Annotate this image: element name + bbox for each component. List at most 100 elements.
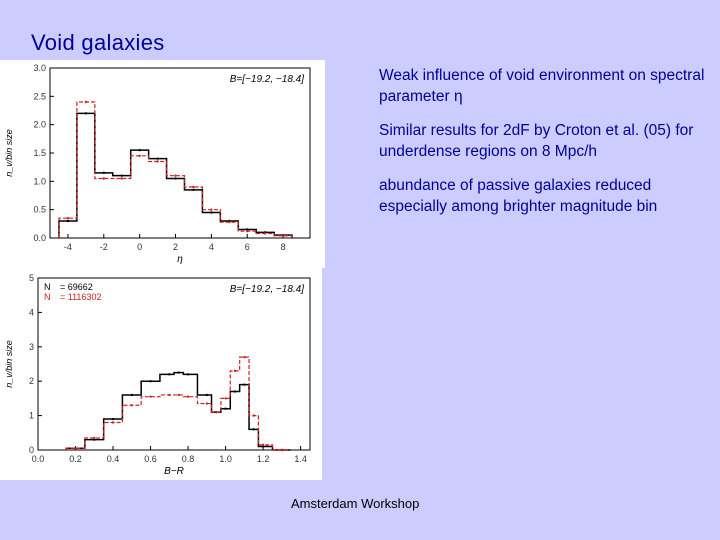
data-point xyxy=(210,208,213,211)
data-point xyxy=(263,232,267,235)
data-point xyxy=(192,185,195,189)
data-point xyxy=(149,395,152,398)
plot-frame xyxy=(49,67,311,239)
y-tick-label: 0.0 xyxy=(33,233,46,243)
data-point xyxy=(84,100,88,104)
bin-annotation: B=[−19.2, −18.4] xyxy=(230,74,304,85)
data-point xyxy=(243,355,246,359)
y-tick-label: 1.5 xyxy=(33,148,46,158)
y-axis-label: n_v/bin size xyxy=(4,340,14,388)
data-point xyxy=(261,443,265,447)
eta-histogram-panel: -4 -2 0 2 4 6 8 0.0 0.5 1.0 1.5 2.0 2.5 3.0 η n_v/bin s… xyxy=(0,60,325,268)
eta-histogram-chart: -4 -2 0 2 4 6 8 0.0 0.5 1.0 1.5 2.0 2.5 3.0 η n_v/bin s… xyxy=(4,63,311,265)
data-point xyxy=(243,383,246,386)
y-tick-label: 4 xyxy=(29,307,34,317)
data-point xyxy=(84,112,88,115)
legend-value: = 69662 xyxy=(60,282,93,292)
x-tick-label: 0.6 xyxy=(144,454,157,464)
y-tick-label: 2 xyxy=(29,376,34,386)
data-point xyxy=(66,219,70,223)
data-point xyxy=(246,228,249,231)
bullet-void-influence: Weak influence of void environment on sp… xyxy=(379,67,705,105)
series-line-1 xyxy=(65,356,292,451)
data-point xyxy=(74,447,77,450)
data-point xyxy=(174,174,177,177)
x-tick-label: 1.4 xyxy=(294,454,307,464)
data-point xyxy=(215,410,218,414)
data-point xyxy=(205,393,209,397)
data-point xyxy=(192,188,195,192)
data-point xyxy=(168,373,171,376)
data-point xyxy=(246,230,249,233)
data-point xyxy=(93,438,96,441)
bullet-list: Weak influence of void environment on sp… xyxy=(379,65,709,230)
data-point xyxy=(149,380,152,383)
data-point xyxy=(111,417,115,421)
y-tick-label: 3 xyxy=(29,342,34,352)
bin-annotation: B=[−19.2, −18.4] xyxy=(230,284,304,295)
legend-label: N xyxy=(44,282,51,292)
y-tick-label: 2.5 xyxy=(33,91,46,101)
data-point xyxy=(156,157,159,160)
data-point xyxy=(228,220,231,224)
data-point xyxy=(138,148,141,152)
x-tick-label: 0.0 xyxy=(32,454,45,464)
data-point xyxy=(66,216,70,220)
data-point xyxy=(130,404,133,407)
data-point xyxy=(224,397,227,400)
data-point xyxy=(261,445,265,448)
x-tick-label: 2 xyxy=(173,242,178,252)
data-point xyxy=(120,174,123,177)
bullet-passive-abundance: abundance of passive galaxies reduced es… xyxy=(379,177,658,215)
data-point xyxy=(168,393,171,397)
x-tick-label: 4 xyxy=(209,242,214,252)
y-tick-label: 2.0 xyxy=(33,120,46,130)
footer: Amsterdam Workshop xyxy=(291,496,420,511)
plot-frame xyxy=(37,277,311,451)
x-axis-label: B−R xyxy=(164,466,184,477)
data-point xyxy=(138,154,141,158)
data-point xyxy=(111,421,115,424)
data-point xyxy=(252,414,255,417)
bullet-croton-results: Similar results for 2dF by Croton et al.… xyxy=(379,122,694,160)
legend-label: N xyxy=(44,292,51,302)
data-point xyxy=(281,234,285,237)
x-axis-label: η xyxy=(177,254,183,265)
data-point xyxy=(224,407,227,410)
data-point xyxy=(252,428,255,431)
y-tick-label: 0 xyxy=(29,445,34,455)
data-point xyxy=(102,177,105,180)
data-point xyxy=(210,211,213,214)
x-tick-label: -4 xyxy=(64,242,72,252)
legend-value: = 1116302 xyxy=(60,292,101,302)
data-point xyxy=(177,393,180,397)
y-axis-label: n_v/bin size xyxy=(4,129,14,177)
x-tick-label: 6 xyxy=(245,242,250,252)
data-point xyxy=(156,160,159,163)
data-point xyxy=(205,402,209,405)
y-tick-label: 5 xyxy=(29,273,34,283)
series-line-1 xyxy=(58,101,293,238)
y-tick-label: 1.0 xyxy=(33,176,46,186)
data-point xyxy=(174,177,177,180)
x-tick-label: 0.2 xyxy=(69,454,82,464)
data-point xyxy=(102,171,105,175)
color-histogram-panel: 0.0 0.2 0.4 0.6 0.8 1.0 1.2 1.4 0 1 2 3 4 5 B−R n_v/bin… xyxy=(0,268,322,480)
x-tick-label: 1.0 xyxy=(219,454,232,464)
y-tick-label: 0.5 xyxy=(33,205,46,215)
data-point xyxy=(93,436,96,440)
x-tick-label: 0.8 xyxy=(182,454,195,464)
x-tick-label: 1.2 xyxy=(257,454,270,464)
x-tick-label: -2 xyxy=(100,242,108,252)
y-tick-label: 3.0 xyxy=(33,63,46,73)
x-tick-label: 0.4 xyxy=(107,454,120,464)
x-tick-label: 8 xyxy=(281,242,286,252)
data-point xyxy=(186,395,190,398)
data-point xyxy=(233,369,237,373)
y-tick-label: 1 xyxy=(29,411,34,421)
data-point xyxy=(186,373,190,376)
slide-title: Void galaxies xyxy=(31,30,165,55)
data-point xyxy=(177,371,180,374)
data-point xyxy=(233,390,237,393)
data-point xyxy=(280,448,284,452)
